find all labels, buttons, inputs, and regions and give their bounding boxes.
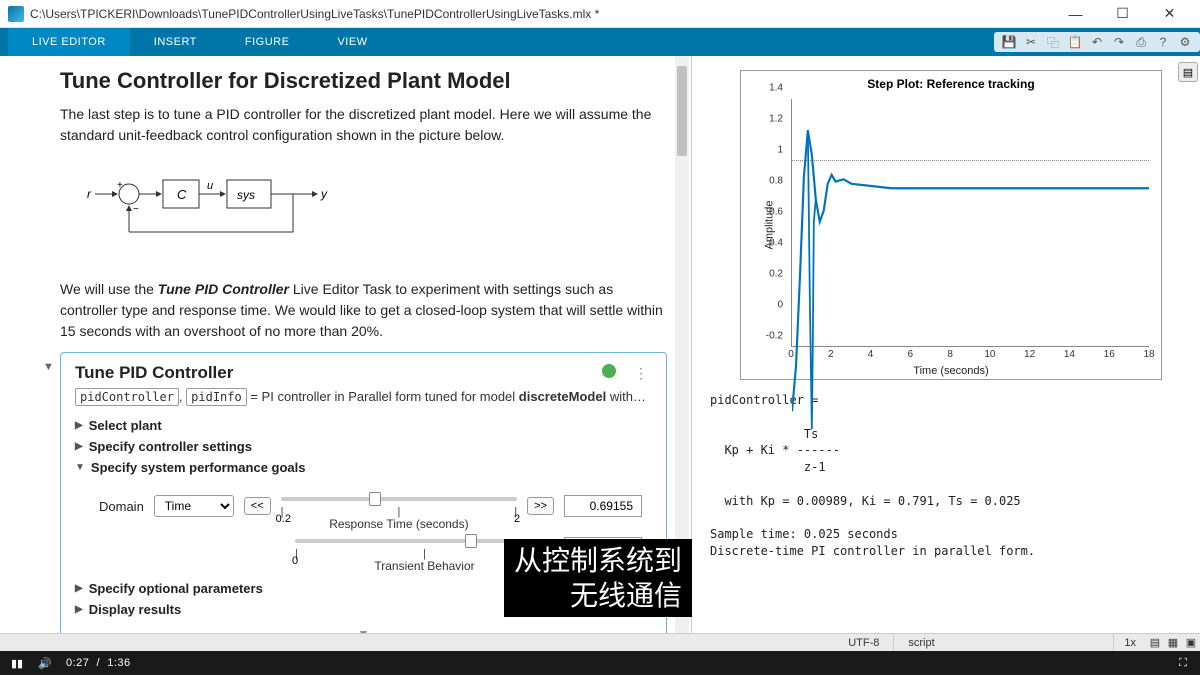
task-menu-button[interactable]: ⋮ — [630, 365, 652, 381]
task-description: pidController, pidInfo = PI controller i… — [75, 389, 652, 404]
task-title: Tune PID Controller — [75, 363, 233, 383]
minimize-button[interactable]: — — [1053, 4, 1098, 24]
step-plot: Step Plot: Reference tracking Amplitude … — [740, 70, 1162, 380]
zoom-indicator[interactable]: 1x — [1114, 637, 1146, 649]
tab-figure[interactable]: FIGURE — [221, 28, 314, 56]
svg-text:y: y — [320, 187, 328, 201]
help-icon[interactable]: ? — [1154, 33, 1172, 51]
section-specify-perf[interactable]: ▼Specify system performance goals — [75, 460, 652, 475]
output-pane: ▤ Step Plot: Reference tracking Amplitud… — [692, 56, 1200, 633]
svg-text:+: + — [117, 180, 123, 191]
pause-button[interactable]: ▮▮ — [10, 657, 24, 670]
status-indicator-icon — [602, 364, 616, 378]
fullscreen-button[interactable]: ⛶ — [1176, 657, 1190, 670]
maximize-button[interactable]: ☐ — [1100, 4, 1145, 24]
response-time-value[interactable] — [564, 495, 642, 517]
tab-live-editor[interactable]: LIVE EDITOR — [8, 28, 130, 56]
svg-text:−: − — [133, 204, 139, 215]
titlebar: C:\Users\TPICKERI\Downloads\TunePIDContr… — [0, 0, 1200, 28]
app-icon — [8, 6, 24, 22]
expand-more-icon[interactable]: ▼ — [75, 627, 652, 633]
print-icon[interactable]: ⎙ — [1132, 33, 1150, 51]
volume-button[interactable]: 🔊 — [38, 657, 52, 670]
layout-icon-2[interactable]: ▦ — [1164, 636, 1182, 649]
domain-label: Domain — [99, 499, 144, 514]
output-panel-toggle[interactable]: ▤ — [1178, 62, 1198, 82]
cut-icon[interactable]: ✂ — [1022, 33, 1040, 51]
quick-access-toolbar: 💾 ✂ ⿻ 📋 ↶ ↷ ⎙ ? ⚙ — [994, 32, 1200, 52]
section-specify-controller[interactable]: ▶Specify controller settings — [75, 439, 652, 454]
plot-title: Step Plot: Reference tracking — [741, 71, 1161, 93]
tab-insert[interactable]: INSERT — [130, 28, 221, 56]
response-next-button[interactable]: >> — [527, 497, 554, 515]
section-heading: Tune Controller for Discretized Plant Mo… — [60, 68, 667, 94]
encoding-indicator[interactable]: UTF-8 — [834, 634, 894, 651]
paste-icon[interactable]: 📋 — [1066, 33, 1084, 51]
video-subtitle: 从控制系统到 无线通信 — [504, 539, 692, 617]
window-buttons: — ☐ ✕ — [1053, 4, 1192, 24]
svg-text:r: r — [87, 187, 92, 201]
svg-text:u: u — [207, 180, 213, 192]
copy-icon[interactable]: ⿻ — [1044, 33, 1062, 51]
domain-select[interactable]: Time — [154, 495, 234, 517]
layout-icon-3[interactable]: ▣ — [1182, 636, 1200, 649]
paragraph-2: We will use the Tune PID Controller Live… — [60, 279, 667, 342]
playback-time: 0:27 / 1:36 — [66, 657, 131, 669]
svg-text:sys: sys — [237, 188, 255, 202]
tab-view[interactable]: VIEW — [313, 28, 391, 56]
redo-icon[interactable]: ↷ — [1110, 33, 1128, 51]
collapse-arrow-icon[interactable]: ▼ — [43, 361, 54, 373]
response-prev-button[interactable]: << — [244, 497, 271, 515]
svg-text:C: C — [177, 187, 187, 202]
section-select-plant[interactable]: ▶Select plant — [75, 418, 652, 433]
window-title: C:\Users\TPICKERI\Downloads\TunePIDContr… — [30, 7, 1053, 21]
video-player-bar: ▮▮ 🔊 0:27 / 1:36 ⛶ — [0, 651, 1200, 675]
ribbon-tabstrip: LIVE EDITOR INSERT FIGURE VIEW 💾 ✂ ⿻ 📋 ↶… — [0, 28, 1200, 56]
status-bar: UTF-8 script 1x ▤ ▦ ▣ — [0, 633, 1200, 651]
block-diagram: r + − C u sys y — [85, 176, 345, 254]
undo-icon[interactable]: ↶ — [1088, 33, 1106, 51]
mode-indicator[interactable]: script — [894, 634, 1114, 651]
paragraph-1: The last step is to tune a PID controlle… — [60, 104, 667, 146]
close-button[interactable]: ✕ — [1147, 4, 1192, 24]
save-icon[interactable]: 💾 — [1000, 33, 1018, 51]
plot-xlabel: Time (seconds) — [741, 365, 1161, 377]
gear-icon[interactable]: ⚙ — [1176, 33, 1194, 51]
response-time-slider[interactable]: ||| 0.2 2 Response Time (seconds) — [281, 489, 517, 523]
layout-icon-1[interactable]: ▤ — [1146, 636, 1164, 649]
